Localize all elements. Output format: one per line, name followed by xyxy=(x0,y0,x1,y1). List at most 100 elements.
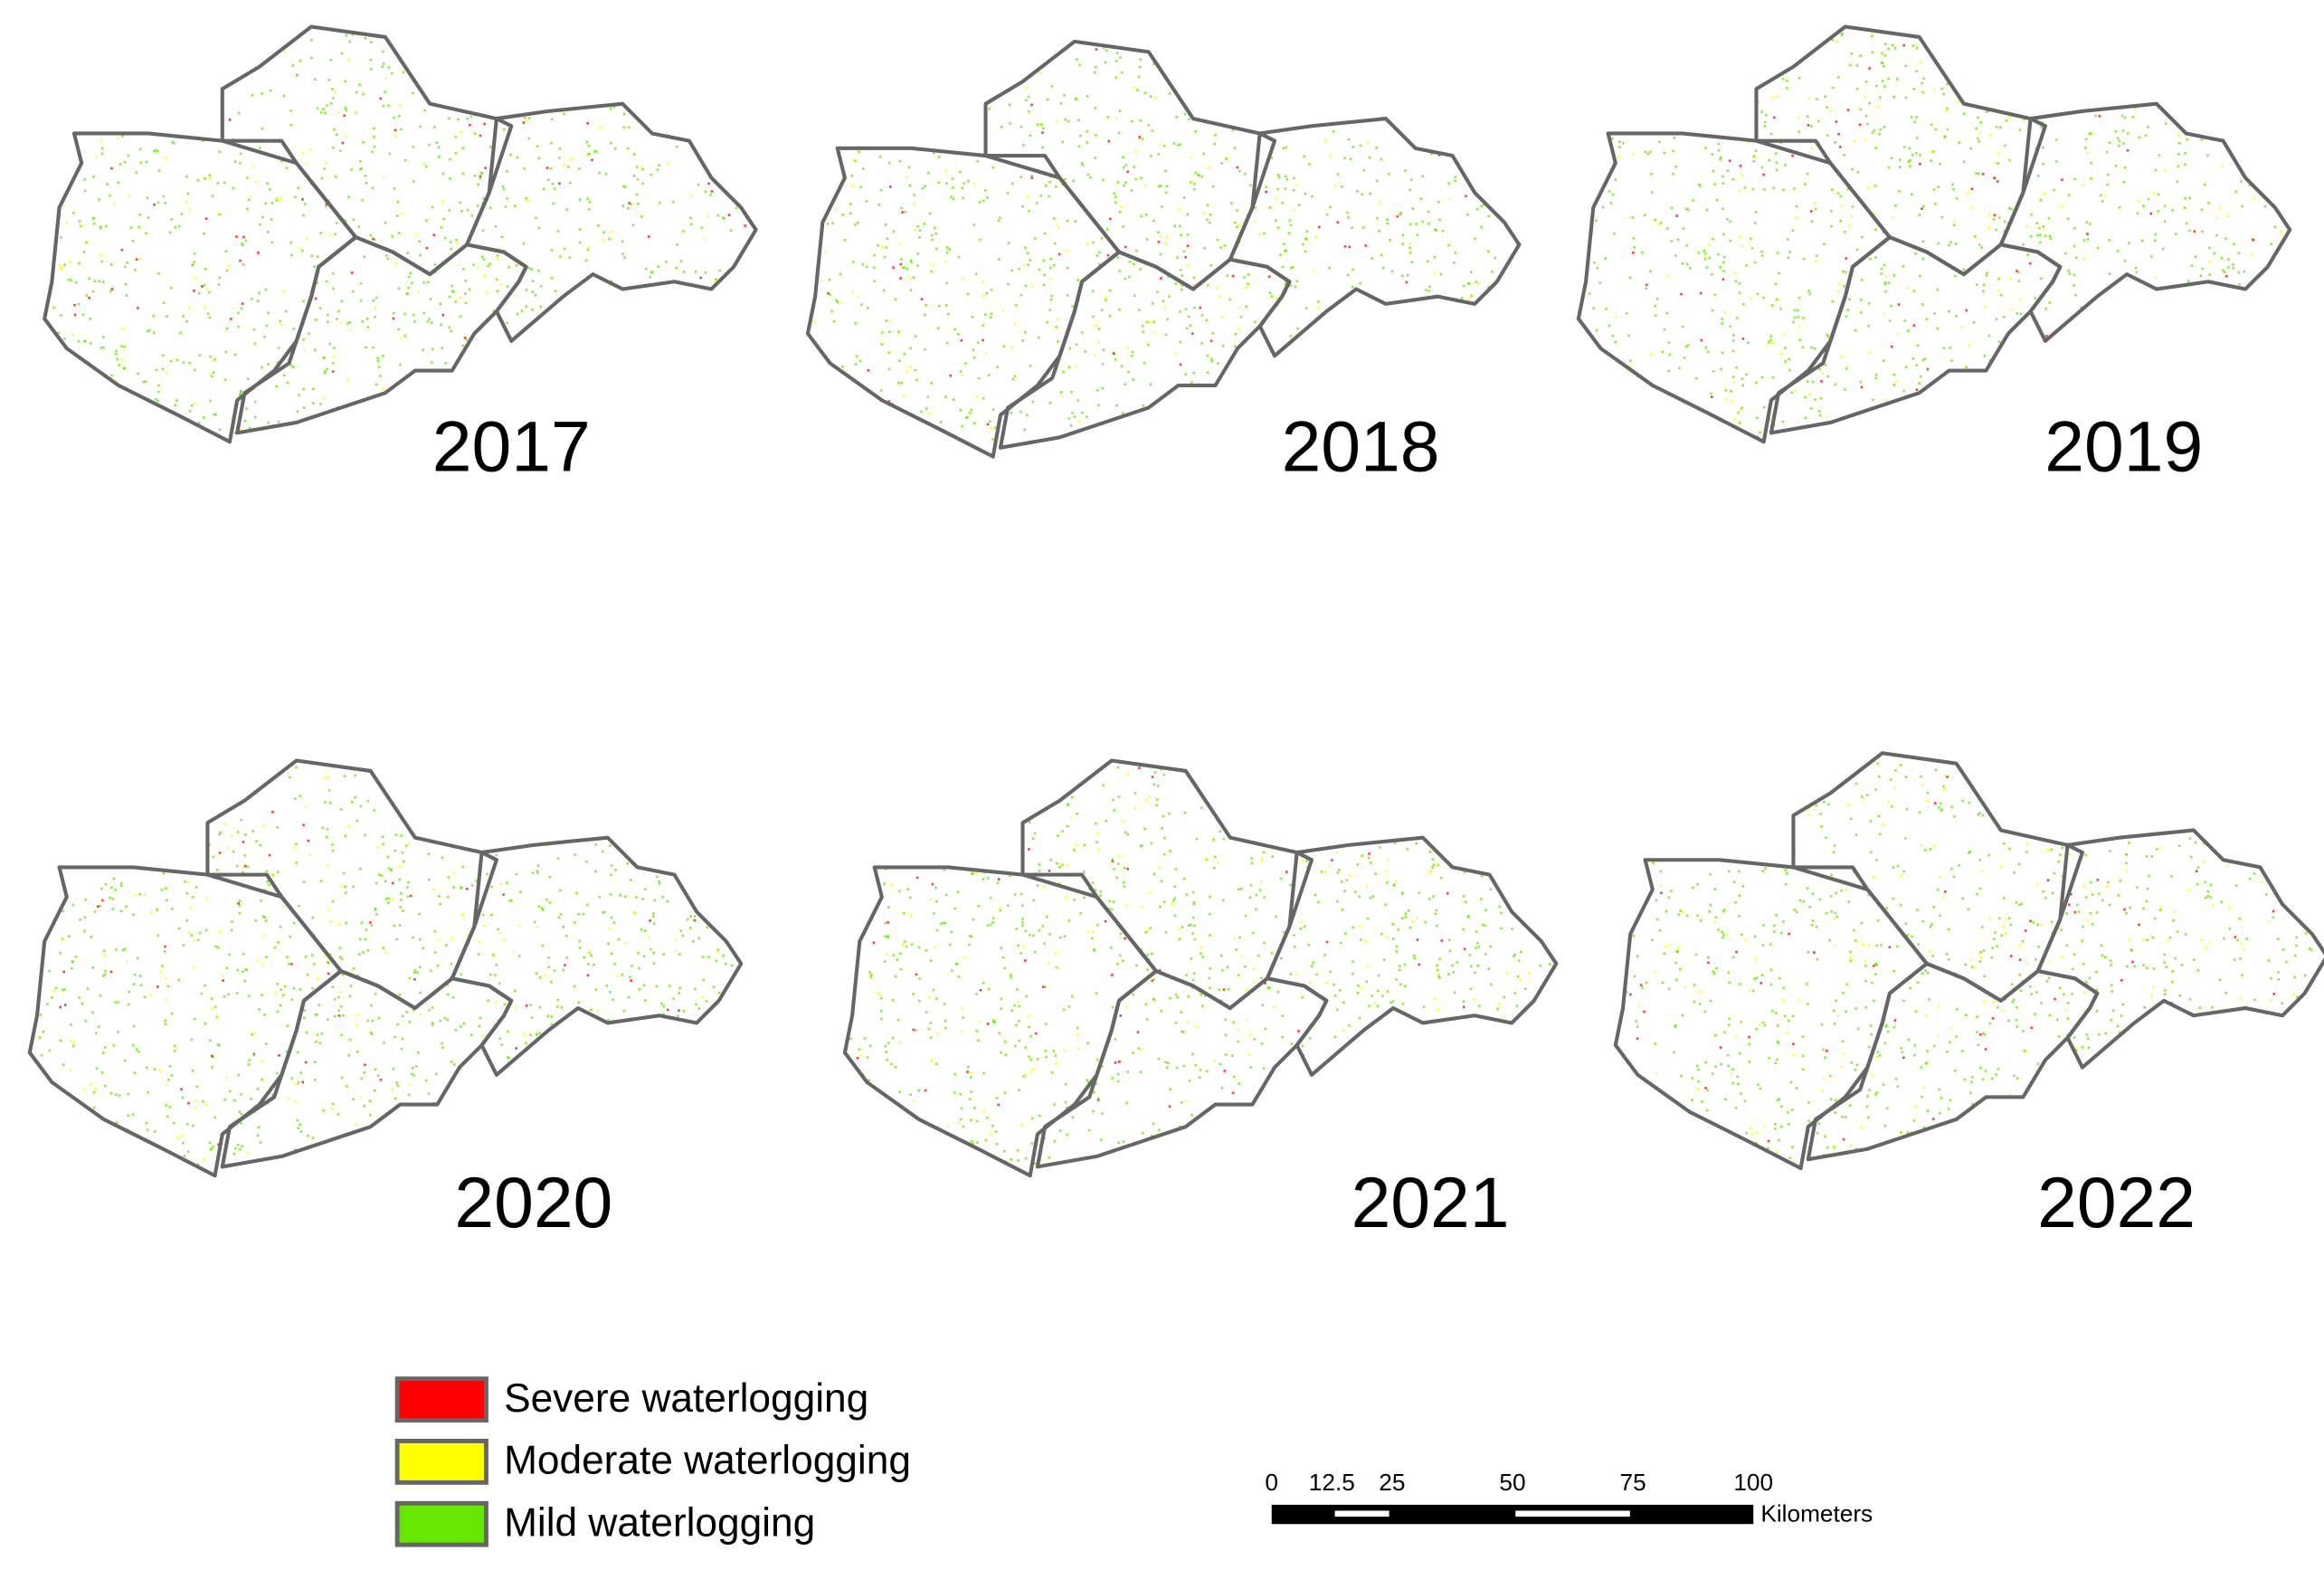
pixel xyxy=(665,260,668,263)
pixel xyxy=(2177,309,2180,313)
pixel xyxy=(451,60,454,63)
pixel xyxy=(346,378,349,382)
pixel xyxy=(441,374,443,377)
pixel xyxy=(592,317,594,320)
pixel xyxy=(1115,52,1119,54)
pixel xyxy=(421,794,423,796)
pixel xyxy=(71,211,75,214)
pixel xyxy=(451,937,453,940)
pixel xyxy=(571,366,574,369)
pixel xyxy=(608,1087,612,1090)
pixel xyxy=(1130,354,1134,357)
pixel xyxy=(1683,357,1686,359)
pixel xyxy=(628,202,631,205)
pixel xyxy=(1906,287,1909,290)
pixel xyxy=(451,290,454,293)
pixel xyxy=(93,379,97,383)
pixel xyxy=(1850,214,1853,218)
pixel xyxy=(1208,221,1211,224)
pixel xyxy=(631,965,633,967)
pixel xyxy=(1513,142,1517,146)
pixel xyxy=(213,47,217,50)
pixel xyxy=(54,433,57,436)
pixel xyxy=(2158,154,2161,157)
pixel xyxy=(1126,170,1129,174)
pixel xyxy=(658,62,661,66)
pixel xyxy=(836,300,839,304)
pixel xyxy=(1058,252,1061,256)
pixel xyxy=(435,141,439,145)
pixel xyxy=(970,90,972,93)
pixel xyxy=(1297,204,1301,206)
pixel xyxy=(71,54,74,57)
pixel xyxy=(393,116,395,119)
pixel xyxy=(1098,251,1101,254)
pixel xyxy=(1769,335,1773,338)
pixel xyxy=(632,1151,635,1154)
pixel xyxy=(475,880,479,882)
pixel xyxy=(2101,318,2104,320)
pixel xyxy=(706,926,709,928)
pixel xyxy=(621,252,624,255)
pixel xyxy=(724,1093,726,1096)
pixel xyxy=(668,91,670,95)
pixel xyxy=(112,877,116,880)
pixel xyxy=(2251,79,2253,81)
pixel xyxy=(1118,43,1121,46)
pixel xyxy=(1824,363,1827,366)
pixel xyxy=(1804,416,1807,420)
pixel xyxy=(1364,244,1368,247)
pixel xyxy=(2196,335,2200,338)
pixel xyxy=(1873,184,1877,187)
pixel xyxy=(1200,175,1203,178)
pixel xyxy=(1375,179,1379,183)
pixel xyxy=(865,409,868,413)
pixel xyxy=(480,32,484,34)
pixel xyxy=(302,214,305,217)
pixel xyxy=(554,290,557,292)
pixel xyxy=(624,1147,627,1150)
pixel xyxy=(523,167,526,170)
pixel xyxy=(332,97,335,100)
pixel xyxy=(59,163,62,166)
pixel xyxy=(419,253,422,257)
pixel xyxy=(1421,220,1424,224)
pixel xyxy=(470,214,474,217)
pixel xyxy=(2122,180,2125,184)
pixel xyxy=(1617,146,1621,148)
pixel xyxy=(1433,272,1437,275)
pixel xyxy=(396,48,400,51)
pixel xyxy=(1992,103,1996,106)
pixel xyxy=(865,428,868,432)
pixel xyxy=(1248,90,1252,92)
pixel xyxy=(827,81,830,85)
pixel xyxy=(1136,414,1140,418)
pixel xyxy=(83,178,86,181)
pixel xyxy=(856,80,858,83)
pixel xyxy=(525,366,527,370)
pixel xyxy=(1721,351,1724,355)
pixel xyxy=(1997,340,2001,344)
pixel xyxy=(703,1170,707,1174)
pixel xyxy=(464,279,468,282)
pixel xyxy=(118,1094,121,1098)
pixel xyxy=(566,832,570,834)
pixel xyxy=(2234,190,2238,194)
pixel xyxy=(2013,60,2016,63)
pixel xyxy=(1207,95,1210,99)
pixel xyxy=(1592,307,1596,309)
pixel xyxy=(1732,128,1736,132)
pixel xyxy=(2205,347,2209,351)
pixel xyxy=(1839,195,1843,198)
pixel xyxy=(740,1013,742,1017)
pixel xyxy=(479,1111,482,1115)
pixel xyxy=(1783,436,1787,439)
pixel xyxy=(1318,357,1322,360)
pixel xyxy=(593,94,596,97)
pixel xyxy=(1117,131,1121,135)
pixel xyxy=(607,30,610,33)
pixel xyxy=(185,828,189,831)
pixel xyxy=(1283,243,1285,246)
pixel xyxy=(1517,274,1520,278)
pixel xyxy=(1124,245,1127,249)
